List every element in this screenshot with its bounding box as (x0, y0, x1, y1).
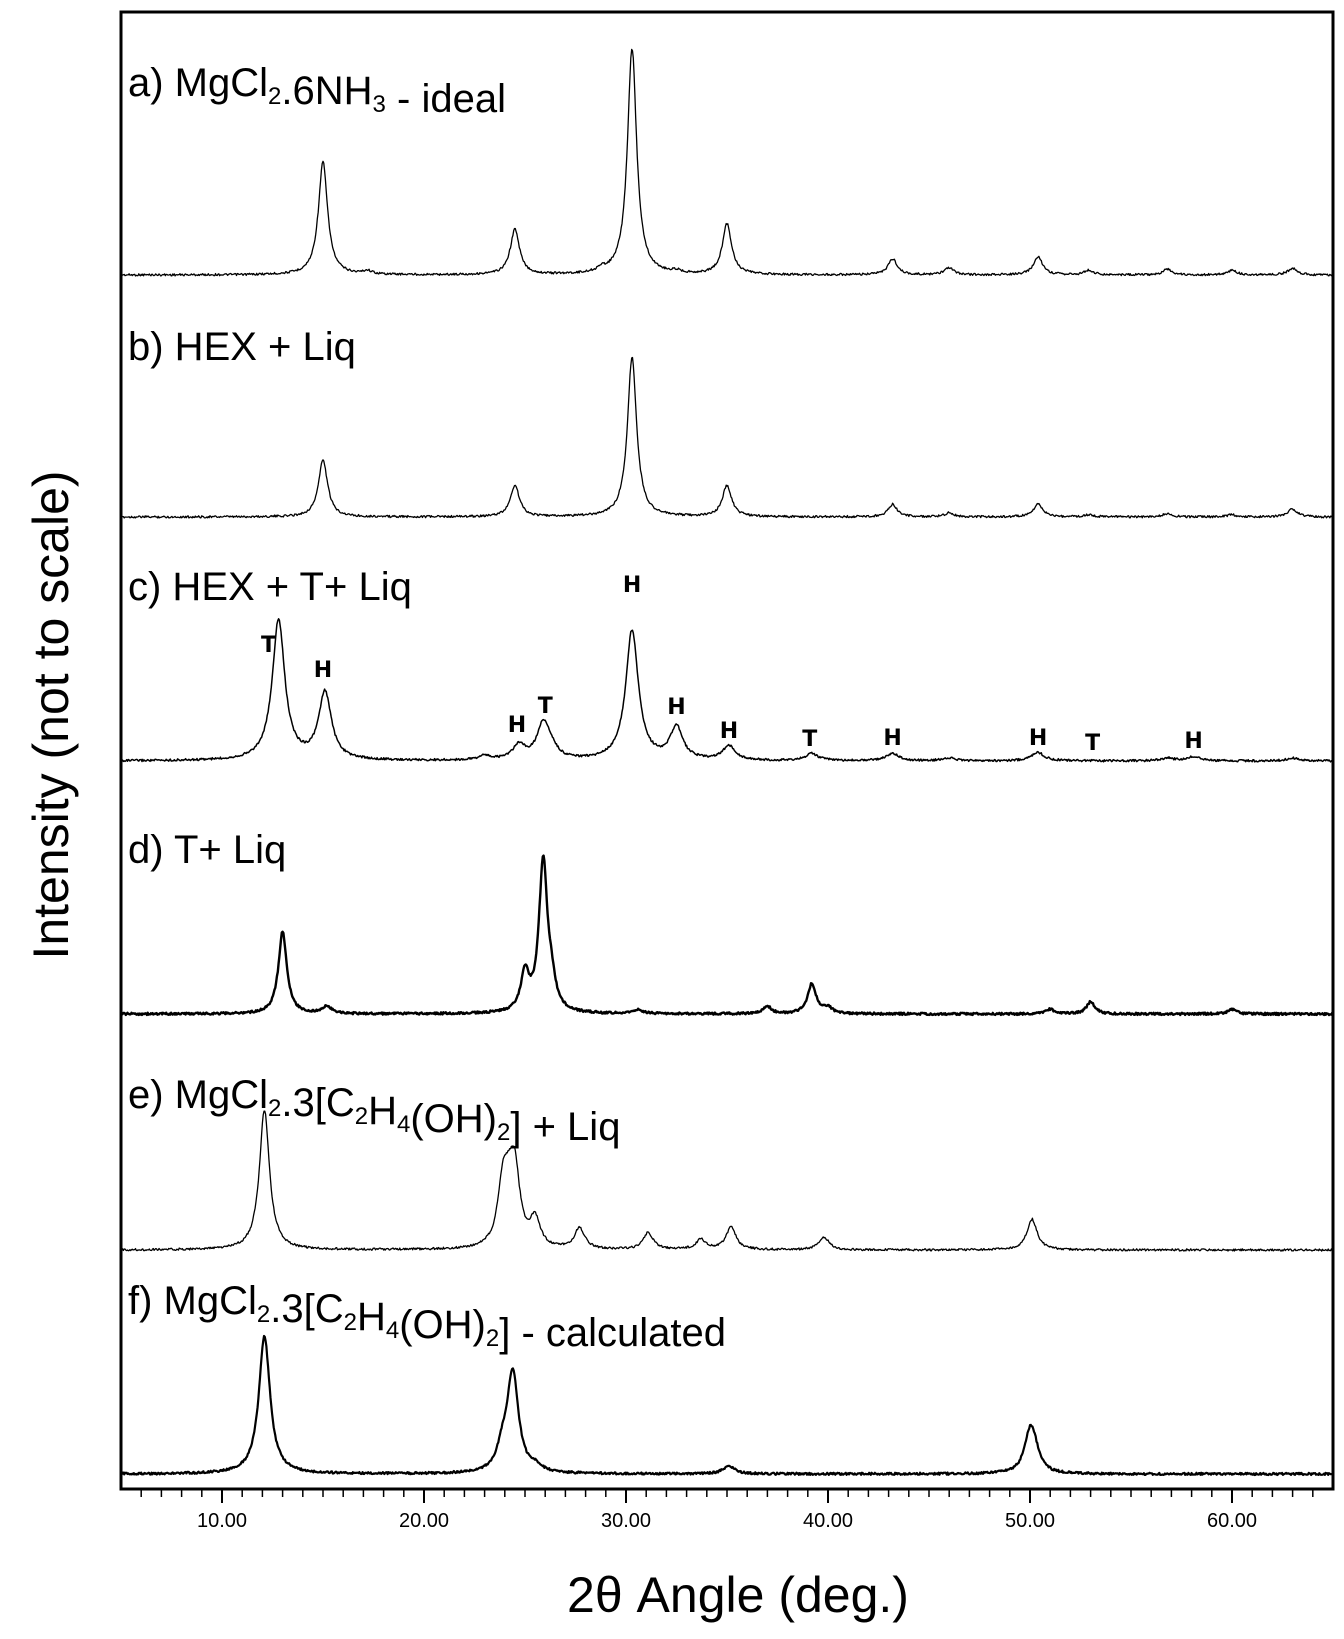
peak-annotation-h: H (623, 573, 641, 598)
x-tick-label: 20.00 (399, 1510, 449, 1532)
trace-c (120, 618, 1334, 763)
peak-annotation-h: H (720, 719, 738, 744)
trace-f (120, 1334, 1334, 1477)
plot-frame (119, 10, 1335, 1491)
trace-d (119, 854, 1334, 1017)
x-tick-label: 40.00 (803, 1510, 853, 1532)
peak-annotation-h: H (508, 713, 526, 738)
x-tick-label: 50.00 (1005, 1510, 1055, 1532)
panel-label-c: c) HEX + T+ Liq (128, 565, 412, 609)
panel-label-d: d) T+ Liq (128, 828, 286, 872)
x-axis: 10.00 20.00 30.00 40.00 50.00 60.00 (140, 1489, 1314, 1532)
trace-b (120, 356, 1334, 519)
y-axis-title: Intensity (not to scale) (23, 470, 79, 959)
panel-label-a: a) MgCl2.6NH3 - ideal (128, 61, 506, 121)
peak-annotation-h: H (883, 726, 901, 751)
x-tick-label: 10.00 (197, 1510, 247, 1532)
peak-annotation-h: H (314, 658, 332, 683)
peak-annotation-h: H (1029, 726, 1047, 751)
x-axis-title: 2θ Angle (deg.) (567, 1567, 909, 1623)
trace-a (120, 48, 1334, 277)
x-tick-label: 30.00 (601, 1510, 651, 1532)
panel-label-b: b) HEX + Liq (128, 325, 356, 369)
peak-annotation-t: T (802, 727, 817, 752)
peak-annotation-h: H (1184, 729, 1202, 754)
peak-annotation-t: T (538, 694, 553, 719)
panel-labels-group: a) MgCl2.6NH3 - ideal b) HEX + Liq c) HEX … (128, 61, 726, 1355)
peak-annotation-t: T (261, 633, 276, 658)
panel-label-e: e) MgCl2.3[C2H4(OH)2] + Liq (128, 1073, 620, 1149)
x-tick-label: 60.00 (1207, 1510, 1257, 1532)
peak-annotation-t: T (1085, 731, 1100, 756)
trace-e (120, 1110, 1334, 1252)
panel-label-f: f) MgCl2.3[C2H4(OH)2] - calculated (128, 1279, 726, 1355)
traces-group (119, 48, 1334, 1477)
peak-annotation-h: H (667, 695, 685, 720)
